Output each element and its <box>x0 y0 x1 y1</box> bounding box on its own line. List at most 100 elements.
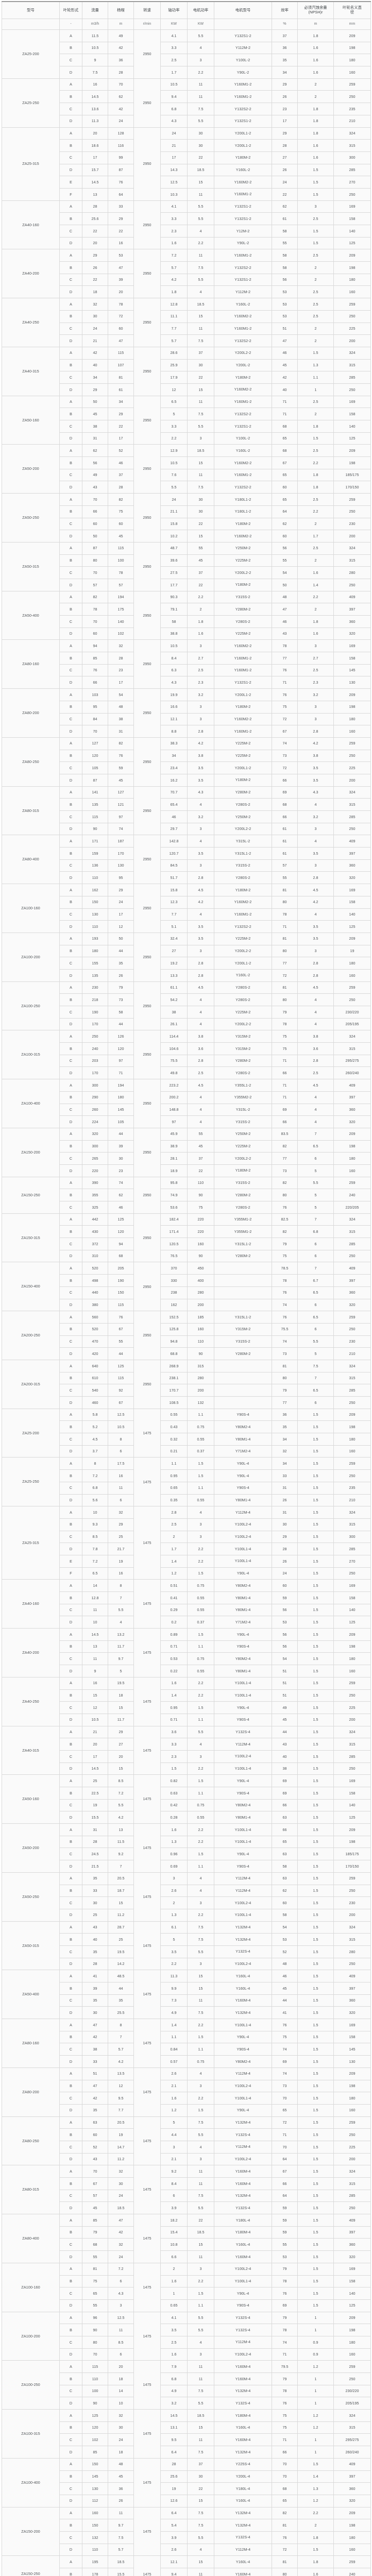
cell-efficiency: 68 <box>272 444 298 457</box>
cell-shaft-power: 61.1 <box>160 981 188 994</box>
cell-motor-power: 4 <box>187 1506 214 1519</box>
table-row: ZA40-250 A 32 78 2950 12.8 18.5 Y160L-2 53 2.5 259 <box>2 298 371 347</box>
cell-head: 22 <box>108 420 134 433</box>
cell-motor-model: Y160M2-2 <box>214 895 272 909</box>
cell-diameter: 315 <box>333 2177 371 2190</box>
cell-motor-model: Y132S2-2 <box>214 481 272 494</box>
cell-npsh: 1.5 <box>297 1713 334 1726</box>
cell-diameter: 320 <box>333 1115 371 1128</box>
cell-head: 23 <box>108 664 134 677</box>
cell-flow: 120 <box>82 749 108 762</box>
cell-motor-model: Y160M1-2 <box>214 395 272 409</box>
cell-motor-model: Y200L-2 <box>214 359 272 372</box>
cell-efficiency: 55 <box>272 2238 298 2251</box>
cell-motor-model: Y315S-2 <box>214 859 272 872</box>
cell-speed: 2950 <box>133 200 161 250</box>
header-row-units: - m3/h m r/min KW KW % m mm <box>2 19 371 30</box>
cell-diameter: 200 <box>333 1908 371 1922</box>
cell-model: ZA80-315 <box>2 2165 60 2215</box>
cell-efficiency: 53 <box>272 1616 298 1629</box>
cell-efficiency: 53 <box>272 1933 298 1946</box>
cell-shaft-power: 4.1 <box>160 29 188 42</box>
cell-efficiency: 77 <box>272 957 298 970</box>
cell-shaft-power: 1.1 <box>160 1457 188 1470</box>
cell-motor-model: Y355M1-2 <box>214 1213 272 1226</box>
cell-impeller-form: B <box>59 944 82 958</box>
cell-motor-model: Y132M-4 <box>214 2446 272 2459</box>
table-row: D 110 5.7 2.6 4 Y112M-4 72 1.5 160 <box>2 2543 371 2556</box>
cell-motor-power: 4 <box>187 2140 214 2154</box>
cell-shaft-power: 1.6 <box>160 1676 188 1690</box>
cell-impeller-form: B <box>59 1323 82 1336</box>
cell-head: 107 <box>108 359 134 372</box>
cell-shaft-power: 8.4 <box>160 652 188 665</box>
cell-motor-power: 0.37 <box>187 1616 214 1629</box>
table-row: ZA150-250 A 195 18.5 1475 12.1 15 Y160L-4 81 1.8 2… <box>2 2555 371 2576</box>
cell-flow: 14.5 <box>82 1762 108 1775</box>
table-row: B 498 190 330 400 78 6.7 397 <box>2 1274 371 1287</box>
table-row: D 170 44 26.1 4 Y200L2-2 78 4 205/195 <box>2 1018 371 1031</box>
cell-impeller-form: D <box>59 2104 82 2117</box>
cell-diameter: 315 <box>333 1371 371 1385</box>
cell-motor-model: Y90L-4 <box>214 2287 272 2300</box>
cell-motor-power: 3 <box>187 1518 214 1531</box>
cell-efficiency: 72 <box>272 761 298 774</box>
cell-npsh: 4 <box>297 1115 334 1128</box>
cell-npsh: 0.9 <box>297 2348 334 2361</box>
cell-npsh: 1.5 <box>297 1420 334 1434</box>
table-row: ZA50-315 A 43 28.7 1475 6.1 7.5 Y132M-4 54 1.5 324 <box>2 1921 371 1971</box>
table-row: ZA100-250 A 230 79 2950 61.1 4.5 Y280S-2 81 4.5 25… <box>2 981 371 1031</box>
cell-motor-model: Y160L-4 <box>214 2421 272 2434</box>
cell-shaft-power: 6.1 <box>160 1921 188 1934</box>
cell-flow: 21.5 <box>82 1860 108 1873</box>
cell-model: ZA150-250 <box>2 2555 60 2576</box>
cell-motor-power: 7.5 <box>187 2519 214 2532</box>
cell-npsh: 1.4 <box>297 578 334 591</box>
cell-head: 42 <box>108 2226 134 2239</box>
cell-impeller-form: C <box>59 908 82 921</box>
cell-head: 7.7 <box>108 2104 134 2117</box>
cell-head: 47 <box>108 334 134 347</box>
cell-motor-model: Y132S1-2 <box>214 420 272 433</box>
cell-head: 44 <box>108 1018 134 1031</box>
cell-shaft-power: 79.1 <box>160 603 188 616</box>
cell-model: ZA200-250 <box>2 1311 60 1360</box>
cell-npsh: 1.5 <box>297 1799 334 1812</box>
cell-efficiency: 44 <box>272 1994 298 2007</box>
cell-efficiency: 71 <box>272 2128 298 2141</box>
cell-flow: 14 <box>82 1579 108 1592</box>
cell-motor-power: 3 <box>187 859 214 872</box>
cell-shaft-power: 3 <box>160 2140 188 2154</box>
cell-head: 4 <box>108 1616 134 1629</box>
cell-npsh: 1.3 <box>297 2482 334 2495</box>
table-row: ZA80-250 A 63 20.5 1475 5 7.5 Y132M-4 72 1.5 259 <box>2 2116 371 2166</box>
cell-npsh: 2.5 <box>297 541 334 555</box>
header-diameter-line1: 叶轮名义直 <box>343 5 362 10</box>
cell-motor-power: 0.75 <box>187 1799 214 1812</box>
cell-motor-power: 110 <box>187 1176 214 1190</box>
cell-diameter: 198 <box>333 1640 371 1653</box>
cell-shaft-power: 12.9 <box>160 444 188 457</box>
cell-motor-model: Y90S-4 <box>214 1787 272 1800</box>
cell-head: 15 <box>108 1896 134 1909</box>
cell-efficiency: 58 <box>272 261 298 274</box>
cell-efficiency: 60 <box>272 530 298 543</box>
cell-motor-power: 18.5 <box>187 2409 214 2422</box>
table-row: D 11.3 24 4.3 5.5 Y132S1-2 17 1.8 210 <box>2 114 371 128</box>
cell-head: 120 <box>108 1042 134 1055</box>
cell-impeller-form: B <box>59 1091 82 1104</box>
cell-diameter: 169 <box>333 1774 371 1787</box>
cell-efficiency: 63 <box>272 1848 298 1861</box>
cell-impeller-form: B <box>59 408 82 420</box>
cell-diameter: 198 <box>333 2079 371 2093</box>
cell-head: 8.5 <box>108 1774 134 1787</box>
cell-efficiency: 56 <box>272 1603 298 1617</box>
cell-impeller-form: C <box>59 2287 82 2300</box>
cell-flow: 390 <box>82 1176 108 1190</box>
cell-flow: 290 <box>82 1091 108 1104</box>
cell-motor-power: 22 <box>187 1164 214 1177</box>
cell-motor-power: 1.5 <box>187 1848 214 1861</box>
cell-motor-model: Y132S2-2 <box>214 334 272 347</box>
cell-impeller-form: A <box>59 1457 82 1470</box>
cell-shaft-power: 6.3 <box>160 664 188 677</box>
